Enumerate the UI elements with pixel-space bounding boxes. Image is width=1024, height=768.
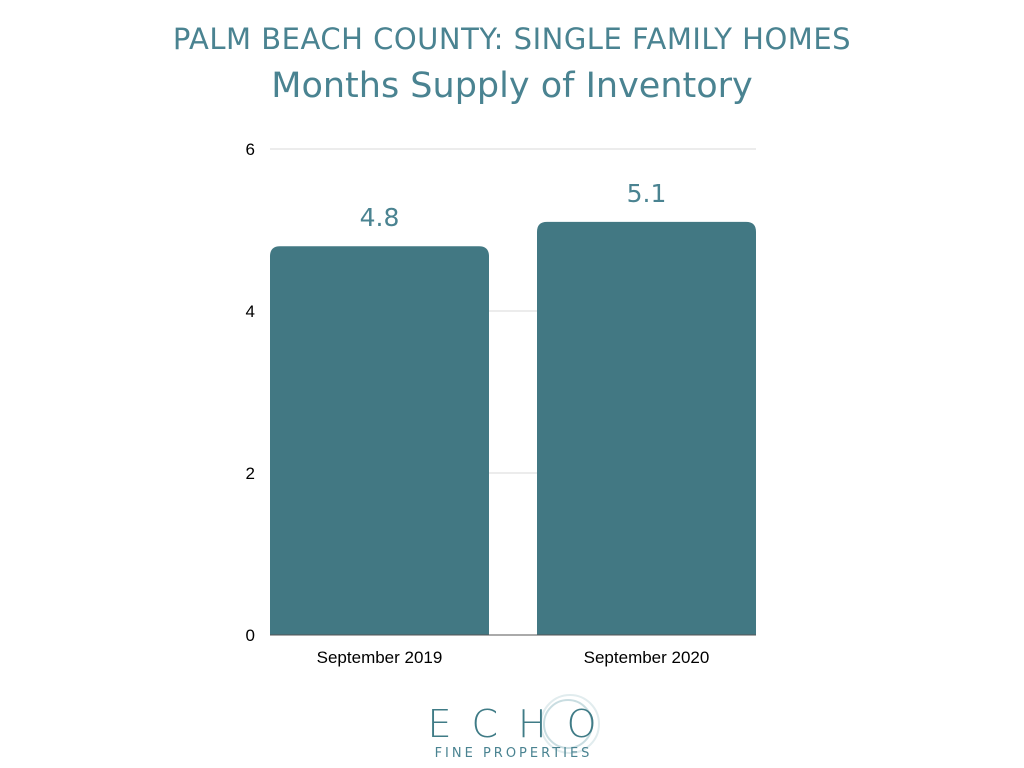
- data-label: 5.1: [627, 179, 667, 208]
- chart-title: PALM BEACH COUNTY: SINGLE FAMILY HOMES: [172, 22, 852, 56]
- chart-subtitle: Months Supply of Inventory: [271, 66, 753, 106]
- echo-logo: ECHO FINE PROPERTIES: [0, 690, 1024, 768]
- logo-tagline: FINE PROPERTIES: [434, 746, 593, 761]
- bar-2: [537, 221, 756, 635]
- x-tick-label: September 2019: [317, 648, 443, 667]
- x-tick-label: September 2020: [584, 648, 710, 667]
- logo-rings-icon: [540, 694, 600, 754]
- y-tick-label: 2: [246, 464, 255, 483]
- y-tick-label: 6: [246, 140, 255, 159]
- logo-wordmark: ECHO: [427, 702, 617, 746]
- y-tick-label: 4: [246, 302, 255, 321]
- data-label: 4.8: [360, 203, 400, 232]
- y-tick-label: 0: [246, 626, 255, 645]
- bar-chart: 0 2 4 6 4.8 September 2019 5.1 September 2020: [246, 140, 756, 667]
- bar-1: [270, 246, 489, 635]
